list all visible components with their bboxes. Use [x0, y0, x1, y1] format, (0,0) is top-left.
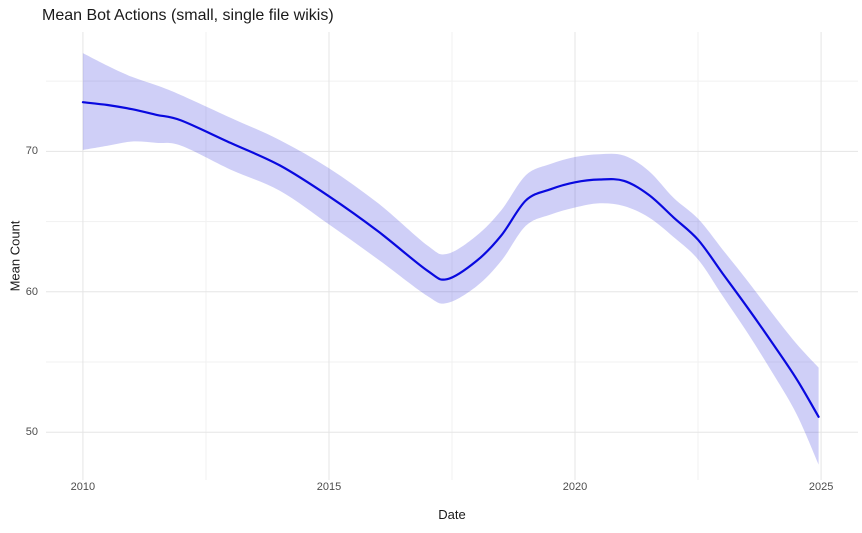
x-tick-label: 2015: [316, 481, 342, 493]
x-tick-label: 2020: [562, 481, 588, 493]
trend-line: [81, 101, 820, 418]
y-tick-label: 70: [25, 145, 38, 158]
x-tick-label: 2025: [808, 481, 834, 493]
chart-title: Mean Bot Actions (small, single file wik…: [42, 7, 334, 24]
x-axis-title: Date: [438, 507, 466, 522]
gridlines-major: [46, 32, 858, 480]
y-tick-label: 60: [25, 285, 38, 298]
confidence-ribbon: [82, 53, 819, 465]
y-tick-label: 50: [25, 426, 38, 439]
y-axis-title: Mean Count: [7, 220, 23, 292]
x-tick-label: 2010: [70, 481, 96, 493]
gridlines-minor: [46, 32, 858, 480]
